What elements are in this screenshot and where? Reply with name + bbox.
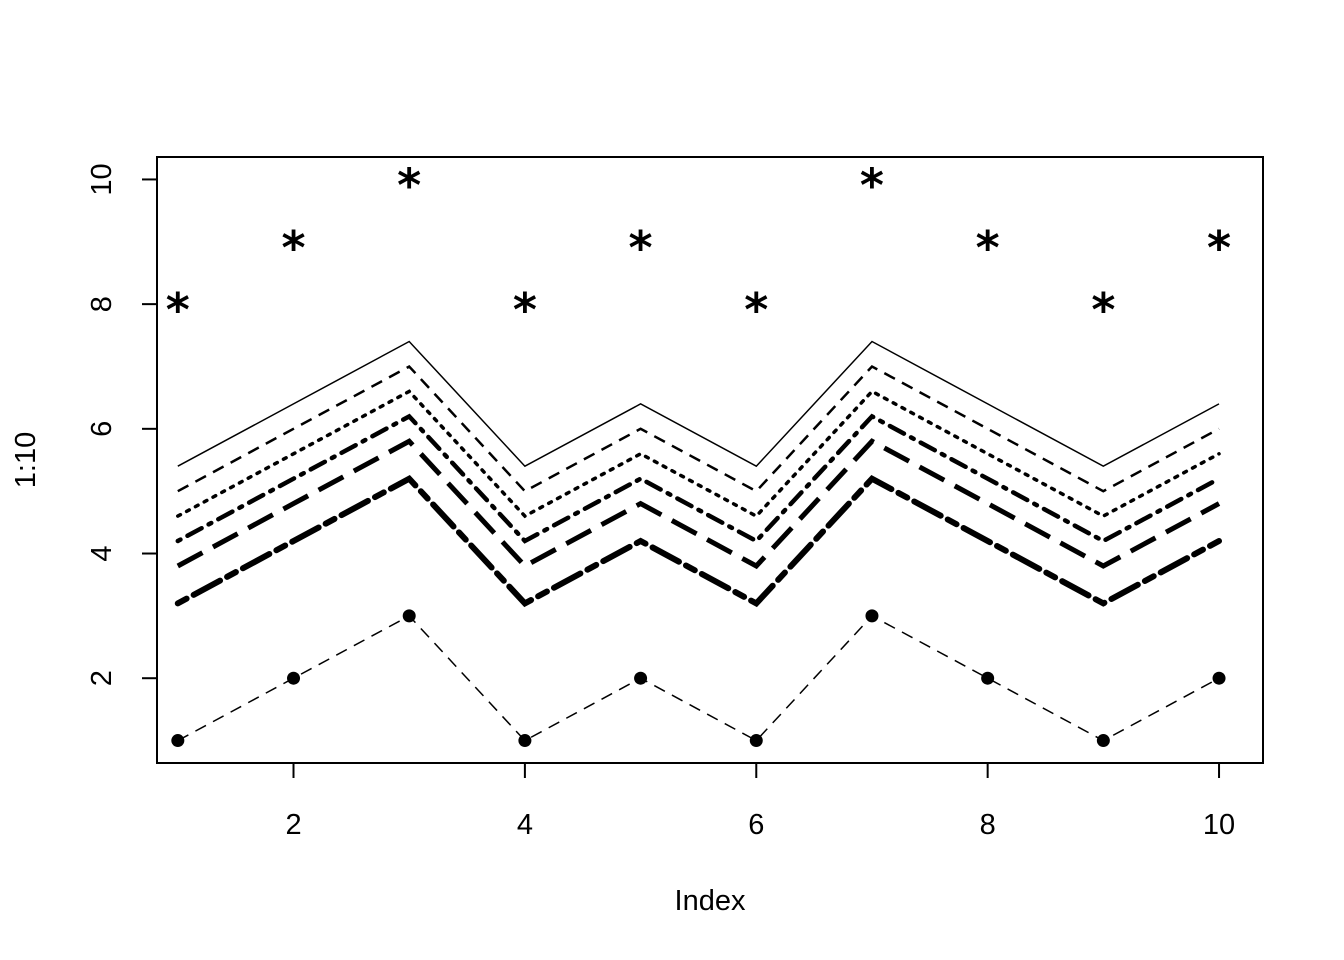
plot-frame xyxy=(156,156,1264,764)
data-point xyxy=(287,671,301,685)
x-tick-label: 10 xyxy=(1203,809,1235,841)
data-point xyxy=(865,609,879,623)
series-line xyxy=(177,614,1220,742)
data-point-asterisk: * xyxy=(976,221,1000,275)
series-line xyxy=(176,438,1221,570)
series-line xyxy=(174,474,1222,608)
x-axis-label: Index xyxy=(675,885,746,917)
x-tick-label: 6 xyxy=(748,809,764,841)
y-axis-label: 1:10 xyxy=(10,432,42,488)
data-point-asterisk: * xyxy=(281,221,305,275)
series-line xyxy=(177,340,1220,468)
x-tick-label: 8 xyxy=(980,809,996,841)
data-point xyxy=(171,734,185,748)
series-twodash xyxy=(174,474,1222,608)
series-longdash xyxy=(176,438,1221,570)
data-point-asterisk: * xyxy=(1091,283,1115,337)
series-dotdash xyxy=(175,413,1222,544)
y-tick-label: 8 xyxy=(86,296,118,312)
data-point-asterisk: * xyxy=(513,283,537,337)
series-dotted xyxy=(176,389,1221,519)
data-point-asterisk: * xyxy=(397,158,421,212)
series-line xyxy=(176,389,1221,519)
series-solid xyxy=(177,340,1220,468)
y-tick-label: 6 xyxy=(86,421,118,437)
series-points-only: * * * * * * * * * * xyxy=(166,158,1231,337)
series-dashed xyxy=(177,364,1220,493)
series-dashed-with-points xyxy=(171,609,1226,748)
data-point-asterisk: * xyxy=(166,283,190,337)
x-tick-label: 2 xyxy=(285,809,301,841)
data-point xyxy=(634,671,648,685)
series-layer: * * * * * * * * * * xyxy=(166,158,1231,748)
data-point xyxy=(1212,671,1226,685)
y-tick-label: 4 xyxy=(86,545,118,561)
data-point-asterisk: * xyxy=(744,283,768,337)
axis-layer: 2 4 6 8 10 2 4 6 8 10 xyxy=(86,163,1235,841)
series-line xyxy=(177,364,1220,493)
data-point-asterisk: * xyxy=(629,221,653,275)
data-point xyxy=(749,734,763,748)
x-tick-label: 4 xyxy=(517,809,533,841)
data-point xyxy=(402,609,416,623)
y-tick-label: 10 xyxy=(86,163,118,195)
data-point-asterisk: * xyxy=(860,158,884,212)
data-point-asterisk: * xyxy=(1207,221,1231,275)
data-point xyxy=(1096,734,1110,748)
data-point xyxy=(981,671,995,685)
data-point xyxy=(518,734,532,748)
y-tick-label: 2 xyxy=(86,670,118,686)
series-line xyxy=(175,413,1222,544)
